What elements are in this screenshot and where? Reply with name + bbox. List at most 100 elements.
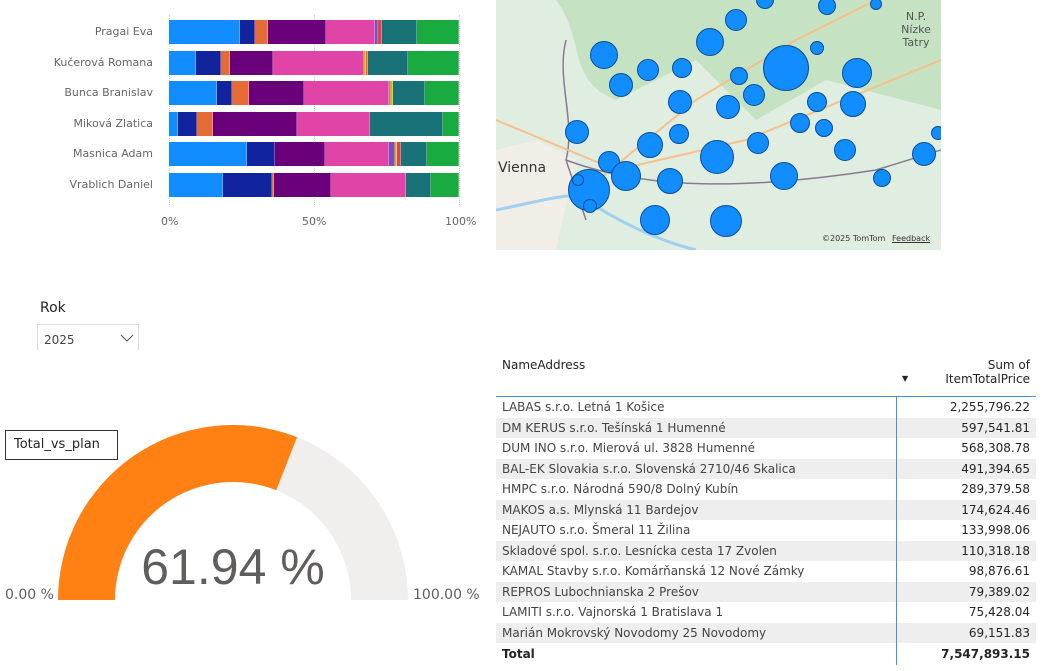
table-row[interactable]: MAKOS a.s. Mlynská 11 Bardejov 174,624.46: [496, 499, 1036, 520]
table-row[interactable]: REPROS Lubochnianska 2 Prešov 79,389.02: [496, 581, 1036, 602]
map-bubble[interactable]: [672, 58, 692, 78]
bar-segment[interactable]: [366, 50, 368, 75]
table-row[interactable]: BAL-EK Slovakia s.r.o. Slovenská 2710/46…: [496, 458, 1036, 479]
bar-segment[interactable]: [389, 81, 393, 105]
map-bubble[interactable]: [590, 41, 618, 69]
bar-segment[interactable]: [239, 20, 256, 44]
table-row[interactable]: KAMAL Stavby s.r.o. Komárňanská 12 Nové …: [496, 561, 1036, 582]
bar-segment[interactable]: [169, 172, 223, 197]
bar-segment[interactable]: [401, 142, 428, 166]
map-bubble[interactable]: [912, 142, 936, 166]
map-bubble[interactable]: [725, 9, 747, 31]
stacked-bar[interactable]: [169, 172, 459, 197]
table-row[interactable]: NEJAUTO s.r.o. Šmeral 11 Žilina 133,998.0…: [496, 520, 1036, 541]
bar-segment[interactable]: [272, 50, 365, 75]
table-row[interactable]: LAMITI s.r.o. Vajnorská 1 Bratislava 1 75…: [496, 602, 1036, 623]
bar-segment[interactable]: [169, 50, 196, 75]
bar-segment[interactable]: [427, 142, 459, 166]
map-bubble[interactable]: [700, 140, 734, 174]
stacked-bar[interactable]: [169, 50, 459, 75]
bar-segment[interactable]: [396, 142, 402, 166]
bar-segment[interactable]: [303, 81, 389, 105]
bar-segment[interactable]: [431, 172, 459, 197]
map-bubble[interactable]: [637, 59, 659, 81]
map-bubble[interactable]: [637, 132, 663, 158]
map-bubble[interactable]: [842, 58, 872, 88]
bar-segment[interactable]: [395, 142, 397, 166]
map-feedback-link[interactable]: Feedback: [892, 234, 931, 243]
map-bubble[interactable]: [873, 169, 891, 187]
map-bubble[interactable]: [747, 132, 769, 154]
bar-segment[interactable]: [169, 111, 178, 136]
map-visual[interactable]: Vienna N.P. Nízke Tatry ©2025 TomTom Fee…: [496, 0, 941, 250]
bar-segment[interactable]: [220, 50, 231, 75]
bar-segment[interactable]: [297, 111, 370, 136]
bar-segment[interactable]: [230, 50, 273, 75]
bar-segment[interactable]: [377, 20, 382, 44]
map-bubble[interactable]: [583, 199, 597, 213]
map-bubble[interactable]: [770, 162, 798, 190]
bar-segment[interactable]: [381, 20, 417, 44]
bar-segment[interactable]: [274, 142, 325, 166]
map-bubble[interactable]: [609, 73, 633, 97]
bar-segment[interactable]: [408, 50, 459, 75]
map-bubble[interactable]: [840, 91, 866, 117]
map-bubble[interactable]: [870, 0, 882, 10]
bar-segment[interactable]: [255, 20, 268, 44]
stacked-bar[interactable]: [169, 142, 459, 166]
bar-segment[interactable]: [177, 111, 197, 136]
bar-segment[interactable]: [405, 172, 432, 197]
bar-segment[interactable]: [274, 172, 331, 197]
year-dropdown[interactable]: 2025: [37, 324, 139, 350]
bar-segment[interactable]: [325, 20, 376, 44]
bar-segment[interactable]: [216, 81, 232, 105]
map-bubble[interactable]: [696, 28, 724, 56]
bar-segment[interactable]: [271, 172, 275, 197]
bar-segment[interactable]: [231, 81, 250, 105]
stacked-bar[interactable]: [169, 81, 459, 105]
table-row[interactable]: Marián Mokrovský Novodomy 25 Novodomy 69,…: [496, 622, 1036, 643]
bar-segment[interactable]: [267, 20, 326, 44]
table-row[interactable]: Skladové spol. s.r.o. Lesnícka cesta 17 …: [496, 540, 1036, 561]
bar-segment[interactable]: [443, 111, 459, 136]
bar-segment[interactable]: [169, 20, 240, 44]
map-bubble[interactable]: [657, 168, 683, 194]
map-bubble[interactable]: [790, 113, 810, 133]
column-header-nameaddress[interactable]: NameAddress: [502, 358, 586, 372]
bar-segment[interactable]: [330, 172, 406, 197]
bar-segment[interactable]: [367, 50, 409, 75]
bar-segment[interactable]: [369, 111, 444, 136]
bar-segment[interactable]: [169, 81, 217, 105]
map-bubble[interactable]: [931, 126, 941, 140]
map-bubble[interactable]: [810, 41, 824, 55]
bar-segment[interactable]: [392, 81, 426, 105]
map-bubble[interactable]: [807, 92, 827, 112]
map-bubble[interactable]: [730, 67, 748, 85]
bar-segment[interactable]: [375, 20, 378, 44]
map-bubble[interactable]: [669, 124, 689, 144]
table-row[interactable]: DM KERUS s.r.o. Tešínská 1 Humenné 597,54…: [496, 417, 1036, 438]
bar-segment[interactable]: [169, 142, 248, 166]
column-header-sum[interactable]: Sum of ItemTotalPrice ▼: [896, 356, 1036, 397]
map-bubble[interactable]: [668, 90, 692, 114]
bar-segment[interactable]: [195, 50, 221, 75]
bar-segment[interactable]: [325, 142, 390, 166]
bar-segment[interactable]: [196, 111, 213, 136]
bar-segment[interactable]: [425, 81, 459, 105]
map-bubble[interactable]: [834, 139, 856, 161]
map-bubble[interactable]: [815, 119, 833, 137]
bar-segment[interactable]: [222, 172, 272, 197]
map-bubble[interactable]: [716, 95, 740, 119]
table-row[interactable]: DUM INO s.r.o. Mierová ul. 3828 Humenné 5…: [496, 438, 1036, 459]
stacked-bar[interactable]: [169, 111, 459, 136]
map-bubble[interactable]: [565, 120, 589, 144]
map-bubble[interactable]: [818, 0, 836, 15]
bar-segment[interactable]: [212, 111, 298, 136]
bar-segment[interactable]: [388, 81, 390, 105]
map-bubble[interactable]: [763, 45, 809, 91]
bar-segment[interactable]: [389, 142, 396, 166]
map-bubble[interactable]: [710, 205, 742, 237]
map-bubble[interactable]: [640, 205, 670, 235]
map-bubble[interactable]: [611, 161, 641, 191]
stacked-bar[interactable]: [169, 20, 459, 44]
